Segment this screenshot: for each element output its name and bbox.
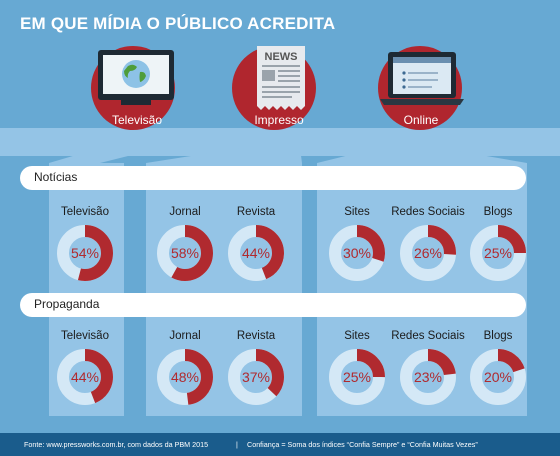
donut-value-arc <box>470 225 526 281</box>
donut-chart: 23% <box>400 349 456 405</box>
donut-value-arc <box>228 349 284 405</box>
section-bar-news: Notícias <box>20 166 526 190</box>
category-label: Jornal <box>169 206 201 218</box>
donut-value-arc <box>157 349 213 405</box>
donut-chart: 25% <box>329 349 385 405</box>
donut-charts: 54% 58% 44% 30% 26% 25% 44% 48% 37% 25% 23% 20% <box>57 225 526 405</box>
section-title-advertising: Propaganda <box>34 297 100 311</box>
donut-chart: 54% <box>57 225 113 281</box>
category-label: Televisão <box>61 206 109 218</box>
footer-separator: | <box>236 440 238 449</box>
donut-value-label: 54% <box>71 245 99 261</box>
donut-value-label: 30% <box>343 245 371 261</box>
donut-value-label: 44% <box>242 245 270 261</box>
connector-print <box>146 148 302 163</box>
donut-value-label: 58% <box>171 245 199 261</box>
donut-value-arc <box>57 225 113 281</box>
category-label: Sites <box>344 206 370 218</box>
television-icon <box>98 50 174 105</box>
footer-note: Confiança = Soma dos índices “Confia Sem… <box>247 440 478 449</box>
donut-chart: 44% <box>57 349 113 405</box>
donut-chart: 44% <box>228 225 284 281</box>
donut-chart: 25% <box>470 225 526 281</box>
connector-online <box>317 148 527 163</box>
category-label: Redes Sociais <box>391 206 465 218</box>
donut-value-label: 25% <box>343 369 371 385</box>
category-label: Revista <box>236 330 276 342</box>
category-label: Sites <box>344 330 370 342</box>
donut-chart: 37% <box>228 349 284 405</box>
category-label: Redes Sociais <box>391 330 465 342</box>
footer-source: Fonte: www.pressworks.com.br, com dados … <box>24 440 209 449</box>
donut-chart: 30% <box>329 225 385 281</box>
donut-value-label: 48% <box>171 369 199 385</box>
donut-value-arc <box>329 225 385 281</box>
donut-value-label: 25% <box>484 245 512 261</box>
section-bar-advertising: Propaganda <box>20 293 526 317</box>
donut-value-arc <box>400 225 456 281</box>
newspaper-icon: NEWS <box>257 46 305 110</box>
newspaper-icon-text: NEWS <box>265 51 298 63</box>
donut-value-arc <box>470 349 526 405</box>
footer: Fonte: www.pressworks.com.br, com dados … <box>0 433 560 456</box>
category-label: Blogs <box>483 206 513 218</box>
donut-chart: 20% <box>470 349 526 405</box>
page-title: EM QUE MÍDIA O PÚBLICO ACREDITA <box>20 14 336 33</box>
donut-chart: 58% <box>157 225 213 281</box>
connector-television <box>49 148 160 163</box>
donut-value-label: 20% <box>484 369 512 385</box>
donut-chart: 48% <box>157 349 213 405</box>
media-label-print: Impresso <box>254 113 304 127</box>
section-title-news: Notícias <box>34 170 78 184</box>
category-label: Jornal <box>169 330 201 342</box>
column-online <box>317 163 527 416</box>
donut-value-arc <box>157 225 213 281</box>
donut-value-label: 26% <box>414 245 442 261</box>
donut-value-label: 37% <box>242 369 270 385</box>
donut-value-label: 23% <box>414 369 442 385</box>
donut-value-arc <box>329 349 385 405</box>
category-label: Revista <box>236 206 276 218</box>
category-label: Blogs <box>483 330 513 342</box>
media-label-television: Televisão <box>111 113 163 127</box>
donut-value-arc <box>228 225 284 281</box>
category-label: Televisão <box>61 330 109 342</box>
donut-chart: 26% <box>400 225 456 281</box>
donut-value-arc <box>57 349 113 405</box>
laptop-icon <box>380 52 464 105</box>
media-label-online: Online <box>403 113 439 127</box>
donut-value-label: 44% <box>71 369 99 385</box>
donut-value-arc <box>400 349 456 405</box>
